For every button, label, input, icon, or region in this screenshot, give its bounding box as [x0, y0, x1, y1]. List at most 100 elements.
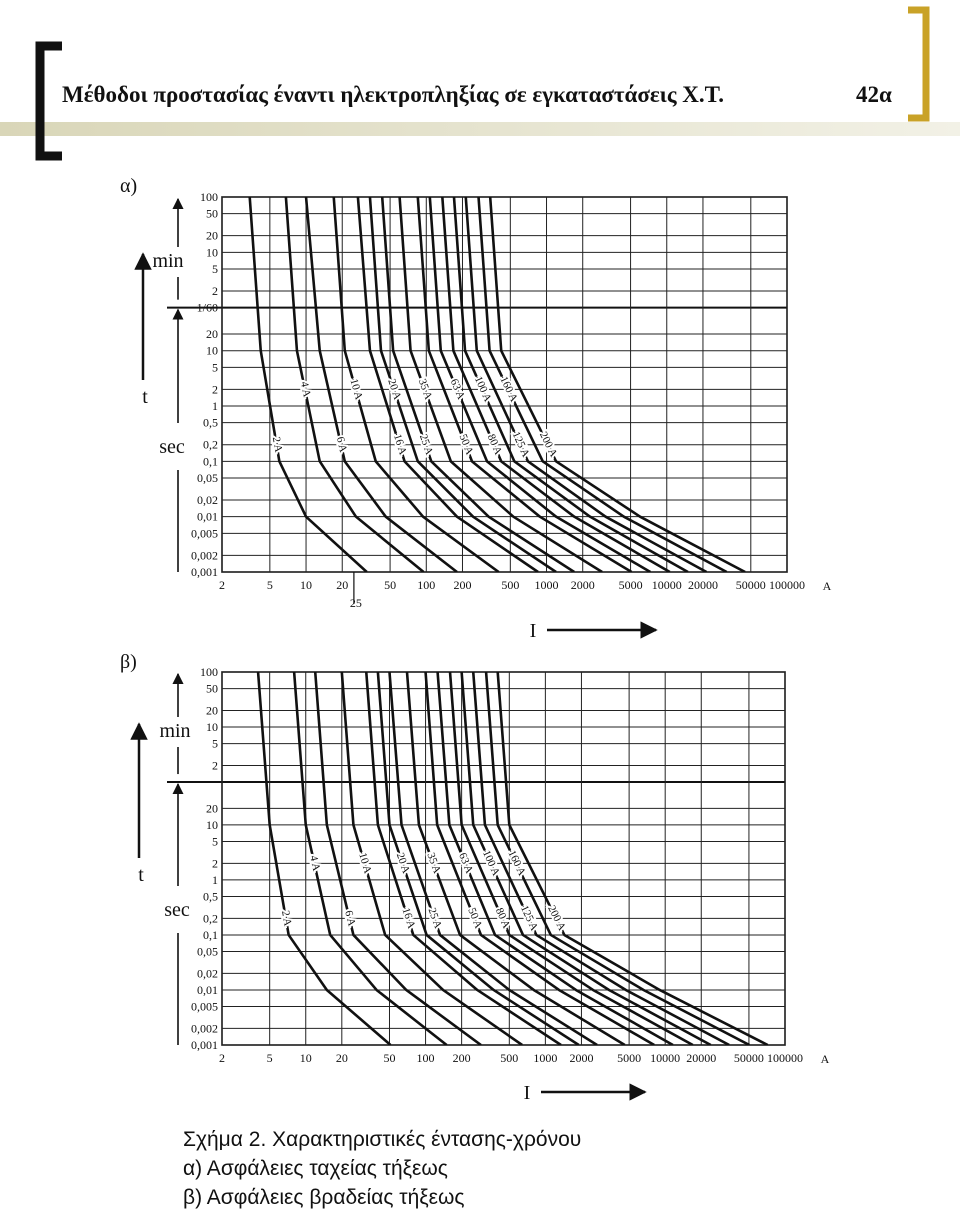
y-tick-label: 1: [212, 873, 218, 887]
sec-unit: sec: [164, 899, 190, 921]
fuse-curve: [398, 197, 603, 572]
x-axis-label: I: [530, 620, 537, 642]
y-tick-label: 0,02: [197, 966, 218, 980]
y-tick-label: 5: [212, 737, 218, 751]
y-tick-label: 100: [200, 190, 218, 204]
x-tick-label: 20: [336, 578, 348, 592]
y-tick-label: 50: [206, 682, 218, 696]
y-tick-label: 0,5: [203, 889, 218, 903]
y-tick-label: 5: [212, 262, 218, 276]
y-tick-label: 0,001: [191, 565, 218, 579]
caption-line: β) Ασφάλειες βραδείας τήξεως: [183, 1186, 465, 1209]
slide-title: Μέθοδοι προστασίας έναντι ηλεκτροπληξίας…: [62, 82, 724, 107]
fuse-curve: [471, 672, 730, 1045]
x-tick-label: 2: [219, 1051, 225, 1065]
x-tick-label: 2000: [569, 1051, 593, 1065]
y-tick-label: 0,01: [197, 983, 218, 997]
fuse-curve: [441, 197, 671, 572]
y-tick-label: 10: [206, 344, 218, 358]
curve-label: 4 A: [307, 854, 322, 872]
y-tick-label: 0,001: [191, 1038, 218, 1052]
x-tick-label: 5: [267, 578, 273, 592]
fuse-curve: [464, 197, 708, 572]
fuse-curve: [460, 672, 712, 1045]
fuse-curve: [332, 197, 500, 572]
fuse-curve: [488, 197, 746, 572]
chart-label: β): [120, 651, 137, 673]
x-tick-label: 10000: [652, 578, 682, 592]
y-tick-label: 2: [212, 758, 218, 772]
fuse-curve: [304, 197, 458, 572]
x-axis-label: I: [524, 1082, 531, 1104]
y-tick-label: 5: [212, 834, 218, 848]
y-tick-label: 0,002: [191, 548, 218, 562]
curve-label: 20 A: [394, 851, 412, 875]
fuse-curve: [477, 197, 728, 572]
fuse-curve: [436, 672, 674, 1045]
y-tick-label: 1: [212, 399, 218, 413]
x-tick-label: 10: [300, 578, 312, 592]
curve-label: 2 A: [270, 436, 284, 453]
curve-label: 6 A: [334, 436, 349, 454]
fuse-curve: [424, 672, 655, 1045]
y-tick-label: 0,05: [197, 471, 218, 485]
fuse-curve: [364, 672, 562, 1045]
plot-frame: [221, 671, 786, 1046]
x-tick-label: 100000: [767, 1051, 803, 1065]
fuse-curve: [388, 672, 598, 1045]
curve-label: 2 A: [279, 910, 293, 927]
fuse-curve: [340, 672, 523, 1045]
fuse-curve: [405, 672, 626, 1045]
x-tick-label: 100: [417, 578, 435, 592]
curve-label: 10 A: [347, 378, 364, 402]
x-tick-label: 2000: [571, 578, 595, 592]
y-tick-label: 0,05: [197, 945, 218, 959]
fuse-curve: [380, 197, 575, 572]
y-axis-label: t: [142, 386, 148, 408]
extra-tick-label: 25: [350, 596, 362, 610]
x-tick-label: 500: [500, 1051, 518, 1065]
x-tick-label: 5000: [619, 578, 643, 592]
fuse-curve: [416, 197, 633, 572]
y-tick-label: 0,01: [197, 510, 218, 524]
x-tick-label: 2: [219, 578, 225, 592]
left-bracket: [35, 41, 62, 161]
fuse-curve: [313, 672, 482, 1045]
y-tick-label: 20: [206, 703, 218, 717]
caption-line: α) Ασφάλειες ταχείας τήξεως: [183, 1157, 448, 1180]
x-tick-label: 10000: [650, 1051, 680, 1065]
x-tick-label: 50000: [734, 1051, 764, 1065]
x-tick-label: 20000: [686, 1051, 716, 1065]
fuse-curve: [376, 672, 580, 1045]
x-tick-label: 100: [417, 1051, 435, 1065]
y-tick-label: 5: [212, 360, 218, 374]
y-tick-label: 0,2: [203, 911, 218, 925]
fuse-curve: [428, 197, 651, 572]
y-tick-label: 50: [206, 207, 218, 221]
y-tick-label: 0,005: [191, 1000, 218, 1014]
fuse-curve: [292, 672, 448, 1045]
x-tick-label: 1000: [535, 578, 559, 592]
chart-label: α): [120, 175, 137, 197]
y-tick-label: 2: [212, 382, 218, 396]
y-tick-label: 0,1: [203, 928, 218, 942]
x-tick-label: 10: [300, 1051, 312, 1065]
x-tick-label: 500: [501, 578, 519, 592]
y-tick-label: 10: [206, 245, 218, 259]
x-tick-label: 50: [384, 578, 396, 592]
x-tick-label: 50000: [736, 578, 766, 592]
fuse-curve: [284, 197, 425, 572]
y-tick-label: 100: [200, 665, 218, 679]
x-tick-label: 200: [453, 1051, 471, 1065]
curve-label: 10 A: [356, 851, 373, 875]
right-bracket: [908, 6, 930, 122]
page-number: 42α: [856, 82, 892, 107]
x-tick-label: 5000: [617, 1051, 641, 1065]
x-unit: A: [823, 579, 832, 593]
y-tick-label: 20: [206, 229, 218, 243]
fuse-curve: [496, 672, 769, 1045]
curve-label: 6 A: [342, 909, 357, 927]
y-tick-label: 0,005: [191, 526, 218, 540]
